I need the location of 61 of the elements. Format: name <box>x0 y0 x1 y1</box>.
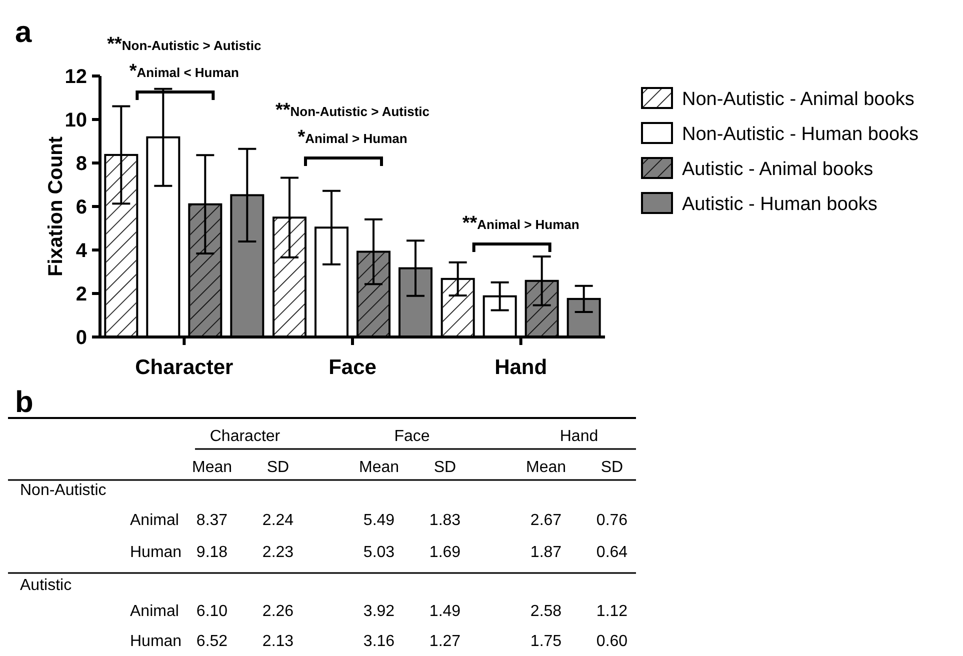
annotation: *Animal > Human <box>298 127 408 148</box>
x-tick-label: Hand <box>494 356 548 379</box>
text: Human <box>130 633 182 650</box>
y-tick-label: 0 <box>76 327 87 349</box>
category-label: Hand <box>560 428 598 445</box>
legend-label: Autistic - Animal books <box>682 159 874 180</box>
data-label: 5.03 <box>363 544 395 561</box>
text: Human <box>130 544 182 561</box>
annotation: **Animal > Human <box>462 213 580 234</box>
y-tick-label: 4 <box>76 240 88 262</box>
legend-label: Autistic - Human books <box>682 194 878 215</box>
y-tick-label: 10 <box>64 110 87 132</box>
data-label: 6.10 <box>196 603 228 620</box>
data-label: 5.49 <box>363 512 395 529</box>
text: Animal <box>130 603 179 620</box>
text: Non-Autistic <box>20 482 106 499</box>
text: Animal <box>130 512 179 529</box>
data-label: 9.18 <box>196 544 228 561</box>
data-label: 3.16 <box>363 633 395 650</box>
data-label: 1.87 <box>530 544 562 561</box>
annotation: *Animal < Human <box>129 61 240 82</box>
text: 0.64 <box>596 544 628 561</box>
x-tick-label: Character <box>135 356 234 379</box>
data-label: 1.75 <box>530 633 562 650</box>
y-tick-label: 12 <box>64 66 87 88</box>
annotation: **Non-Autistic > Autistic <box>275 100 430 121</box>
category-label: Character <box>210 428 280 445</box>
text: 2.23 <box>262 544 294 561</box>
text: 2.13 <box>262 633 294 650</box>
text: Mean <box>526 459 566 476</box>
y-axis-title: Fixation Count <box>45 136 67 276</box>
text: 1.83 <box>429 512 461 529</box>
data-label: 3.92 <box>363 603 395 620</box>
legend-label: Non-Autistic - Human books <box>682 124 919 145</box>
text: 1.12 <box>596 603 628 620</box>
data-label: 6.52 <box>196 633 228 650</box>
text: Mean <box>358 459 400 476</box>
text: b <box>15 386 34 419</box>
y-tick-label: 6 <box>76 196 87 218</box>
x-tick-label: Face <box>328 356 376 379</box>
text: SD <box>434 459 456 476</box>
text: 1.69 <box>429 544 461 561</box>
category-label: Face <box>394 428 430 445</box>
text: 1.27 <box>429 633 461 650</box>
text: 0.60 <box>596 633 628 650</box>
text: a <box>15 16 32 49</box>
data-label: 2.58 <box>530 603 562 620</box>
y-tick-label: 2 <box>76 284 87 306</box>
data-label: 8.37 <box>196 512 228 529</box>
text: 2.26 <box>262 603 294 620</box>
text: SD <box>600 459 624 476</box>
y-tick-label: 8 <box>76 153 87 175</box>
text: SD <box>266 459 290 476</box>
text: Autistic <box>20 577 72 594</box>
text: Mean <box>192 459 232 476</box>
legend-label: Non-Autistic - Animal books <box>682 89 914 110</box>
data-label: 2.67 <box>530 512 562 529</box>
text: 1.49 <box>429 603 461 620</box>
text: **Non-Autistic > Autistic <box>107 34 262 55</box>
text: 0.76 <box>596 512 628 529</box>
text: 2.24 <box>262 512 294 529</box>
